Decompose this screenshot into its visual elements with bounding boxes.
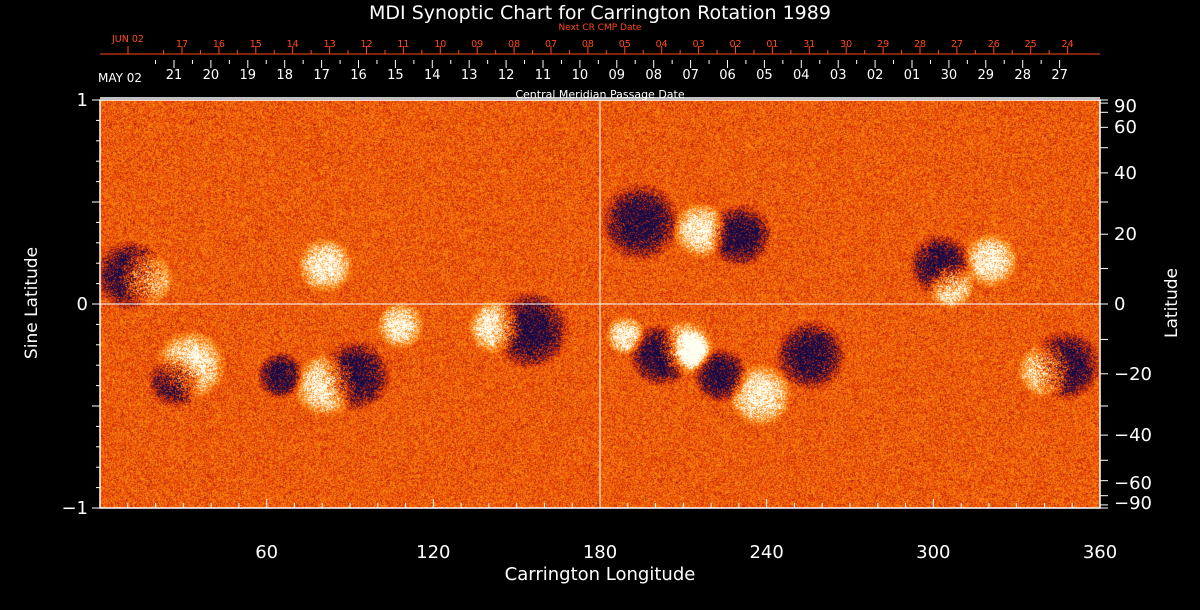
cmp-date-label: 16 xyxy=(350,68,367,83)
next-cr-date-label: 01 xyxy=(766,39,778,50)
next-cr-date-label: 31 xyxy=(803,39,815,50)
next-cr-date-label: 12 xyxy=(360,39,372,50)
next-cr-date-label: 28 xyxy=(914,39,926,50)
cmp-date-label: 03 xyxy=(830,68,847,83)
next-cr-date-label: 17 xyxy=(176,39,188,50)
cmp-date-label: 12 xyxy=(498,68,515,83)
cmp-date-label: 01 xyxy=(904,68,921,83)
cmp-date-label: 02 xyxy=(867,68,884,83)
left-tick-label: 0 xyxy=(77,294,88,315)
cmp-date-label: 20 xyxy=(203,68,220,83)
next-cr-date-label: 03 xyxy=(693,39,705,50)
next-cr-date-label: 08 xyxy=(508,39,520,50)
cmp-date-label: 27 xyxy=(1051,68,1068,83)
cmp-date-label: 29 xyxy=(978,68,995,83)
next-cr-date-label: 26 xyxy=(988,39,1000,50)
cmp-date-label: 05 xyxy=(756,68,773,83)
cmp-date-label: 09 xyxy=(609,68,626,83)
cmp-date-label: 21 xyxy=(166,68,183,83)
right-tick-label: 0 xyxy=(1114,294,1125,315)
cmp-date-label: 13 xyxy=(461,68,478,83)
cmp-date-label: 07 xyxy=(682,68,699,83)
right-tick-label: 20 xyxy=(1114,224,1137,245)
cmp-date-label: 18 xyxy=(276,68,293,83)
cmp-date-label: 10 xyxy=(572,68,589,83)
cmp-date-label: 14 xyxy=(424,68,441,83)
x-tick-label: 360 xyxy=(1083,542,1117,563)
cmp-date-label: 06 xyxy=(719,68,736,83)
right-tick-label: −90 xyxy=(1114,493,1152,514)
right-tick-label: −20 xyxy=(1114,364,1152,385)
x-axis-label: Carrington Longitude xyxy=(504,564,696,585)
next-cr-date-label: 29 xyxy=(877,39,889,50)
next-cr-month-label: JUN 02 xyxy=(111,34,144,45)
next-cr-date-label: 09 xyxy=(471,39,483,50)
right-tick-label: 90 xyxy=(1114,96,1137,117)
next-cr-date-label: 15 xyxy=(250,39,262,50)
next-cr-date-label: 24 xyxy=(1062,39,1074,50)
left-tick-label: −1 xyxy=(61,498,88,519)
right-tick-label: −60 xyxy=(1114,473,1152,494)
next-cr-date-label: 13 xyxy=(324,39,336,50)
next-cr-date-label: 08 xyxy=(582,39,594,50)
cmp-month-label: MAY 02 xyxy=(98,71,142,85)
cmp-date-label: 11 xyxy=(535,68,552,83)
next-cr-date-label: 16 xyxy=(213,39,225,50)
x-tick-label: 240 xyxy=(749,542,783,563)
next-cr-date-label: 04 xyxy=(656,39,668,50)
x-tick-label: 180 xyxy=(583,542,617,563)
cmp-date-label: 19 xyxy=(240,68,257,83)
next-cr-date-label: 05 xyxy=(619,39,631,50)
right-tick-label: 60 xyxy=(1114,117,1137,138)
next-cr-date-label: 27 xyxy=(951,39,963,50)
x-tick-label: 300 xyxy=(916,542,950,563)
left-tick-label: 1 xyxy=(77,90,88,111)
next-cr-date-label: 25 xyxy=(1025,39,1037,50)
next-cr-axis-label: Next CR CMP Date xyxy=(558,23,642,33)
chart-title: MDI Synoptic Chart for Carrington Rotati… xyxy=(369,2,831,24)
next-cr-date-label: 07 xyxy=(545,39,557,50)
cmp-date-label: 28 xyxy=(1014,68,1031,83)
cmp-date-label: 08 xyxy=(645,68,662,83)
cmp-date-label: 15 xyxy=(387,68,404,83)
next-cr-date-label: 14 xyxy=(287,39,299,50)
next-cr-date-label: 30 xyxy=(840,39,852,50)
next-cr-date-label: 10 xyxy=(434,39,446,50)
cmp-date-label: 30 xyxy=(941,68,958,83)
cmp-date-label: 17 xyxy=(313,68,330,83)
right-tick-label: −40 xyxy=(1114,425,1152,446)
cmp-date-label: 04 xyxy=(793,68,810,83)
x-tick-label: 120 xyxy=(416,542,450,563)
right-tick-label: 40 xyxy=(1114,163,1137,184)
next-cr-date-label: 02 xyxy=(729,39,741,50)
x-tick-label: 60 xyxy=(255,542,278,563)
next-cr-date-label: 11 xyxy=(397,39,409,50)
